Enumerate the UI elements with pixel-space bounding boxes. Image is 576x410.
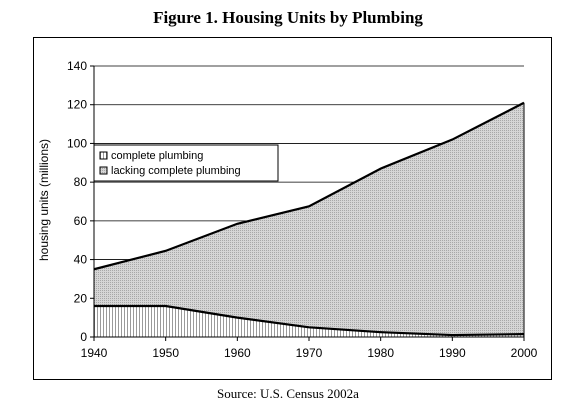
y-axis-label: housing units (millions) [37,139,51,261]
x-tick-label: 1990 [439,346,466,360]
housing-area-chart: 0 20 40 60 80 100 120 140 1940 1950 1960 1970 1980 19… [37,59,538,360]
y-tick-label: 60 [74,214,88,228]
area-lacking-complete-plumbing [94,102,524,338]
figure-title: Figure 1. Housing Units by Plumbing [153,8,423,27]
x-tick-label: 1950 [152,346,179,360]
legend-swatch [99,166,108,175]
y-tick-label: 80 [74,175,88,189]
area-series [93,101,525,338]
line-lacking-complete-plumbing [93,101,525,271]
legend-label: complete plumbing [111,150,203,162]
source-note: Source: U.S. Census 2002a [217,386,359,401]
x-tick-label: 2000 [511,346,538,360]
legend: complete plumbing lacking complete plumbi… [93,144,279,182]
line-complete-plumbing [94,304,525,337]
area-complete-plumbing [94,306,524,337]
chart-frame: 0 20 40 60 80 100 120 140 1940 1950 1960 1970 1980 19… [33,37,552,380]
axes: 0 20 40 60 80 100 120 140 1940 1950 1960 1970 1980 19… [67,59,538,360]
legend-swatch [99,151,108,160]
x-tick-label: 1960 [224,346,251,360]
y-tick-label: 140 [67,59,87,73]
legend-label: lacking complete plumbing [111,165,241,177]
x-tick-label: 1940 [81,346,108,360]
x-tick-label: 1980 [367,346,394,360]
y-tick-label: 120 [67,98,87,112]
y-tick-label: 40 [74,253,88,267]
y-tick-label: 0 [80,330,87,344]
y-tick-label: 100 [67,136,87,150]
y-tick-label: 20 [74,291,88,305]
x-tick-label: 1970 [296,346,323,360]
legend-box [93,144,279,182]
